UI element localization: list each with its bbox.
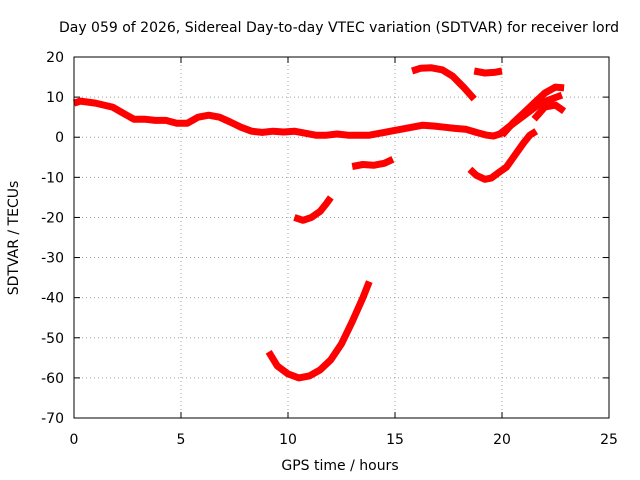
y-tick-label: 10 bbox=[46, 90, 64, 106]
series-upper-arc-15-19 bbox=[411, 64, 477, 102]
series-layer bbox=[72, 64, 567, 382]
series-rising-20-23 bbox=[499, 83, 565, 138]
series-short-upper-19 bbox=[473, 67, 503, 77]
y-tick-label: -20 bbox=[41, 210, 64, 226]
x-axis-label: GPS time / hours bbox=[281, 458, 398, 474]
y-tick-label: -70 bbox=[41, 411, 64, 427]
axis-ticks bbox=[73, 56, 610, 419]
y-tick-label: 20 bbox=[46, 50, 64, 66]
x-tick-label: 15 bbox=[386, 432, 404, 448]
y-tick-label: -30 bbox=[41, 251, 64, 267]
plot-frame bbox=[73, 56, 610, 419]
x-tick-label: 20 bbox=[493, 432, 511, 448]
y-tick-label: 0 bbox=[55, 130, 64, 146]
x-tick-label: 5 bbox=[177, 432, 186, 448]
y-tick-label: -50 bbox=[41, 331, 64, 347]
chart-title: Day 059 of 2026, Sidereal Day-to-day VTE… bbox=[59, 20, 619, 36]
y-axis-label: SDTVAR / TECUs bbox=[6, 181, 22, 296]
series-main-trace bbox=[72, 91, 564, 140]
y-tick-label: -40 bbox=[41, 291, 64, 307]
series-deep-arc-9-14 bbox=[265, 280, 373, 382]
y-tick-label: -10 bbox=[41, 170, 64, 186]
y-tick-label: -60 bbox=[41, 371, 64, 387]
x-tick-label: 0 bbox=[70, 432, 79, 448]
grid-lines bbox=[74, 57, 609, 418]
axis-tick-labels: 0 5 10 15 20 25 20 10 0 -10 -20 -30 -40 -50 -60 -70 bbox=[41, 50, 618, 448]
series-trace-18-21 bbox=[467, 128, 539, 183]
series-late-cluster-22 bbox=[531, 101, 567, 122]
series-trace-13-15 bbox=[351, 156, 395, 170]
x-tick-label: 10 bbox=[279, 432, 297, 448]
series-arc-10-12 bbox=[293, 195, 334, 224]
x-tick-label: 25 bbox=[600, 432, 618, 448]
